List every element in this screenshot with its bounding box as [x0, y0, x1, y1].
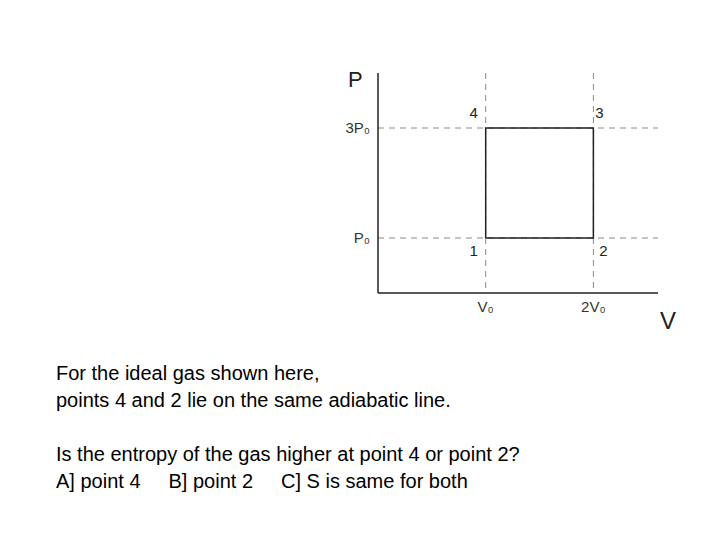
html-text:B] point 2: B] point 2	[168, 470, 253, 492]
html-text:C] S is same for both: C] S is same for both	[281, 470, 468, 492]
svg-text:P₀: P₀	[354, 229, 370, 246]
html-text:points 4 and 2 lie on the same: points 4 and 2 lie on the same adiabatic…	[56, 389, 451, 411]
svg-text:3P₀: 3P₀	[345, 119, 370, 136]
html-text:A] point 4: A] point 4	[56, 470, 141, 492]
svg-text:V: V	[660, 307, 676, 334]
html-text:For the ideal gas shown here,: For the ideal gas shown here,	[56, 362, 320, 384]
svg-text:2V₀: 2V₀	[581, 298, 606, 315]
svg-text:4: 4	[470, 104, 478, 121]
svg-text:2: 2	[599, 242, 607, 259]
svg-text:1: 1	[470, 242, 478, 259]
svg-text:P: P	[348, 67, 363, 92]
svg-text:V₀: V₀	[478, 298, 494, 315]
html-text:Is the entropy of the gas high: Is the entropy of the gas higher at poin…	[56, 443, 520, 465]
svg-text:3: 3	[595, 104, 603, 121]
